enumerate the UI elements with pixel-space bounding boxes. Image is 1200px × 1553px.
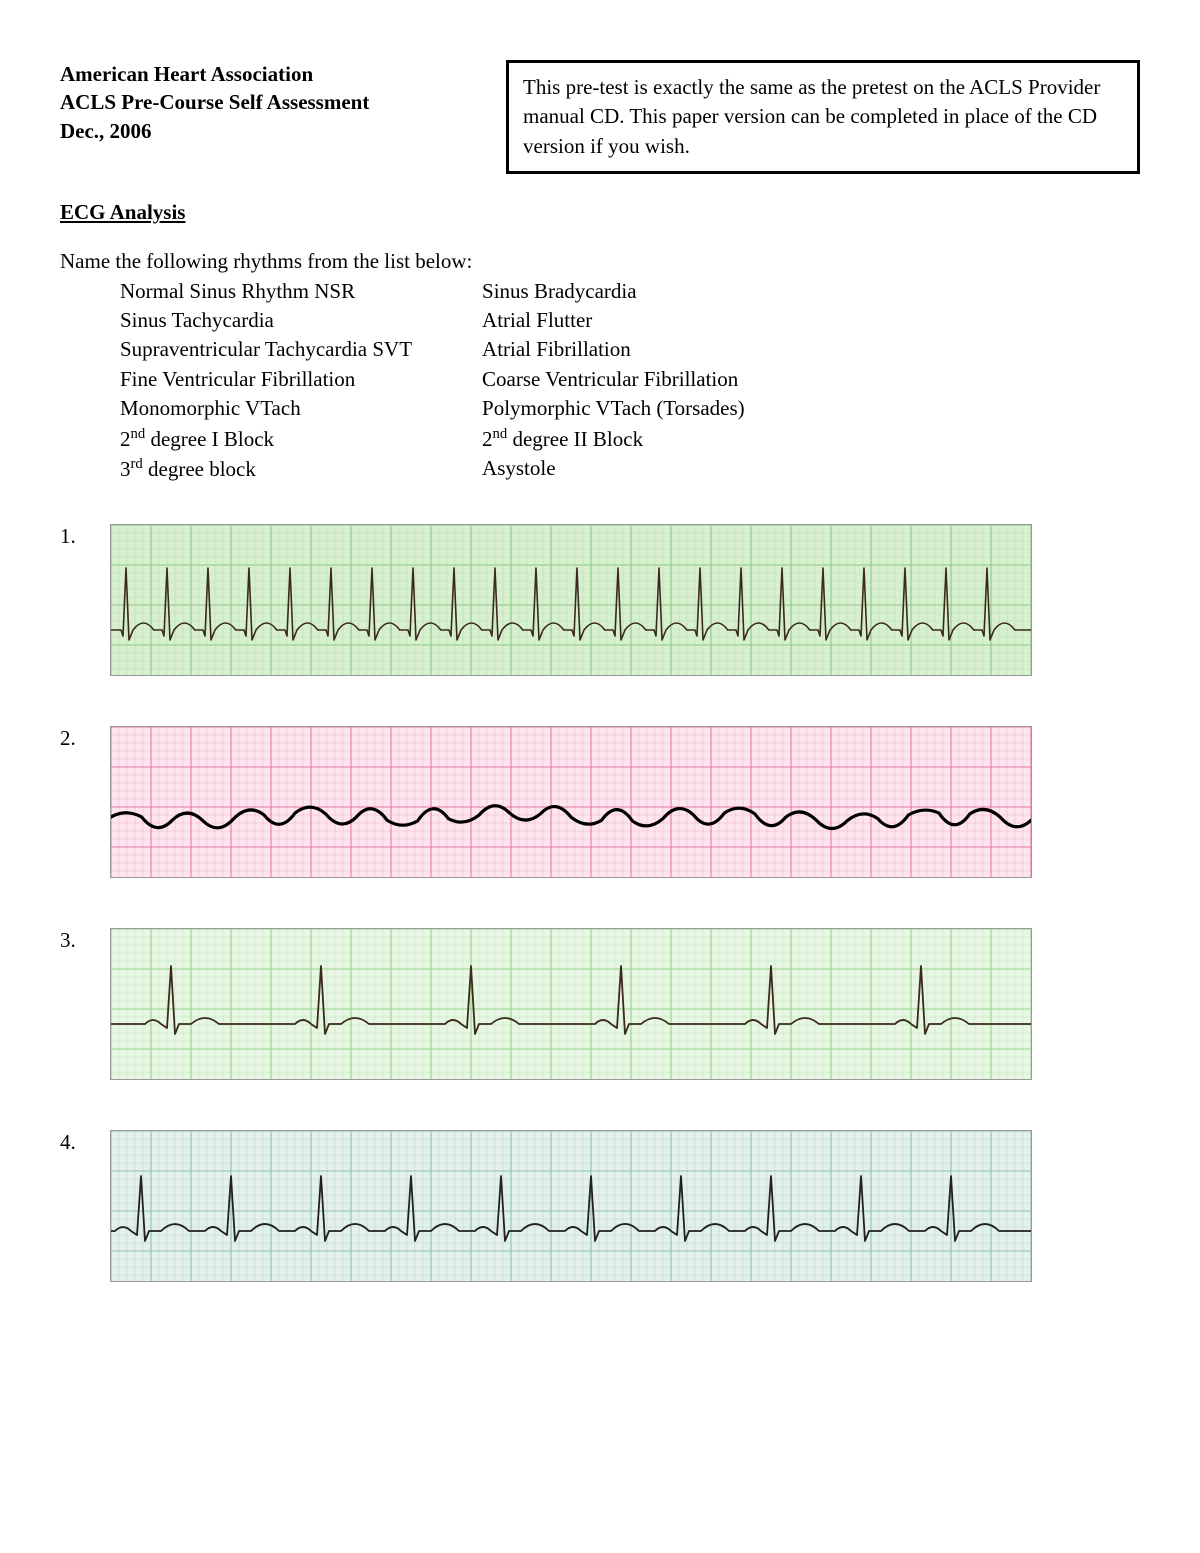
ecg-strip (110, 524, 1032, 676)
instructions-block: Name the following rhythms from the list… (60, 247, 1140, 484)
rhythm-list-item: Asystole (482, 454, 745, 483)
ecg-question-number: 3. (60, 928, 110, 953)
ecg-strip (110, 726, 1032, 878)
rhythm-list-item: Coarse Ventricular Fibrillation (482, 365, 745, 394)
ecg-row: 2. (60, 726, 1140, 878)
ecg-strip-list: 1. 2. 3. 4. (60, 524, 1140, 1282)
document-header: American Heart Association ACLS Pre-Cour… (60, 60, 369, 145)
info-note-box: This pre-test is exactly the same as the… (506, 60, 1140, 174)
rhythm-list-right: Sinus BradycardiaAtrial FlutterAtrial Fi… (482, 277, 745, 485)
rhythm-list-item: Supraventricular Tachycardia SVT (120, 335, 412, 364)
rhythm-list-item: Atrial Flutter (482, 306, 745, 335)
rhythm-list-item: Atrial Fibrillation (482, 335, 745, 364)
rhythm-list-item: Polymorphic VTach (Torsades) (482, 394, 745, 423)
rhythm-list-item: Sinus Tachycardia (120, 306, 412, 335)
ecg-row: 4. (60, 1130, 1140, 1282)
header-line-3: Dec., 2006 (60, 117, 369, 145)
ecg-row: 1. (60, 524, 1140, 676)
rhythm-list-item: 2nd degree II Block (482, 424, 745, 454)
instructions-lead: Name the following rhythms from the list… (60, 247, 1140, 276)
rhythm-list-item: Sinus Bradycardia (482, 277, 745, 306)
section-title: ECG Analysis (60, 200, 1140, 225)
ecg-strip (110, 928, 1032, 1080)
rhythm-list-item: Monomorphic VTach (120, 394, 412, 423)
rhythm-list-item: Normal Sinus Rhythm NSR (120, 277, 412, 306)
info-note-text: This pre-test is exactly the same as the… (523, 75, 1100, 158)
rhythm-list-item: Fine Ventricular Fibrillation (120, 365, 412, 394)
header-line-2: ACLS Pre-Course Self Assessment (60, 88, 369, 116)
ecg-question-number: 4. (60, 1130, 110, 1155)
ecg-question-number: 2. (60, 726, 110, 751)
rhythm-list-item: 2nd degree I Block (120, 424, 412, 454)
ecg-row: 3. (60, 928, 1140, 1080)
header-line-1: American Heart Association (60, 60, 369, 88)
ecg-strip (110, 1130, 1032, 1282)
rhythm-list-item: 3rd degree block (120, 454, 412, 484)
rhythm-list-left: Normal Sinus Rhythm NSRSinus Tachycardia… (120, 277, 412, 485)
ecg-question-number: 1. (60, 524, 110, 549)
